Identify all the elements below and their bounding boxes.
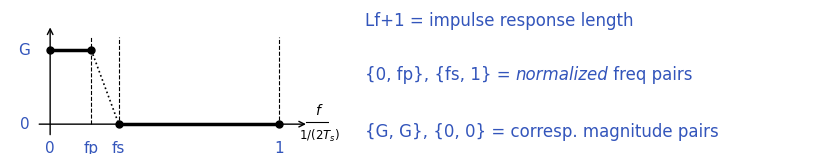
Text: fs: fs (112, 141, 126, 154)
Text: 0: 0 (45, 141, 55, 154)
Text: $1/(2T_s)$: $1/(2T_s)$ (298, 128, 339, 144)
Text: Lf+1 = impulse response length: Lf+1 = impulse response length (365, 12, 633, 30)
Text: {0, fp}, {fs, 1} =: {0, fp}, {fs, 1} = (365, 66, 515, 84)
Text: normalized: normalized (515, 66, 608, 84)
Text: freq pairs: freq pairs (608, 66, 693, 84)
Text: fp: fp (84, 141, 99, 154)
Text: {G, G}, {0, 0} = corresp. magnitude pairs: {G, G}, {0, 0} = corresp. magnitude pair… (365, 123, 718, 141)
Text: 1: 1 (274, 141, 284, 154)
Text: 0: 0 (20, 117, 29, 132)
Text: $f$: $f$ (315, 103, 323, 118)
Text: G: G (18, 43, 29, 58)
